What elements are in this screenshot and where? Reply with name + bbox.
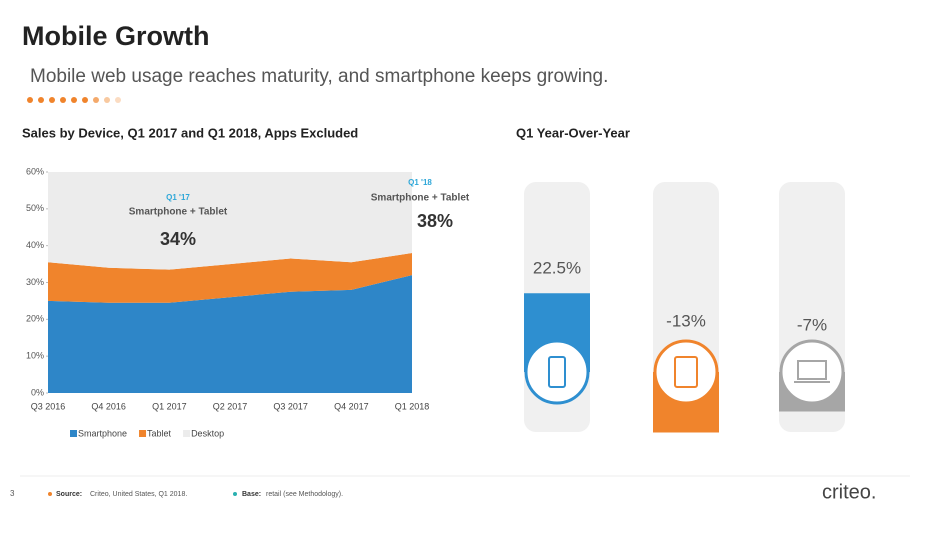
y-tick-label: 40% <box>26 240 44 250</box>
annotation-value: 38% <box>417 211 453 231</box>
legend-swatch <box>139 430 147 437</box>
bullet <box>48 492 52 496</box>
annotation-period: Q1 '18 <box>408 178 432 187</box>
annotation-text: Smartphone + Tablet <box>371 193 470 204</box>
bullet <box>233 492 237 496</box>
value-label: -7% <box>797 315 827 334</box>
x-tick-label: Q4 2016 <box>91 401 126 411</box>
legend-label: Tablet <box>147 428 172 438</box>
chart-title: Sales by Device, Q1 2017 and Q1 2018, Ap… <box>22 125 358 140</box>
icon-ring <box>524 339 590 405</box>
source: Criteo, United States, Q1 2018. <box>90 491 187 498</box>
icon-ring <box>653 339 719 405</box>
base-label: Base: <box>242 491 261 498</box>
x-tick-label: Q4 2017 <box>334 401 369 411</box>
area-smartphone <box>48 275 412 393</box>
page-number: 3 <box>10 489 15 498</box>
slide-subtitle: Mobile web usage reaches maturity, and s… <box>30 66 608 87</box>
icon-ring <box>779 339 845 405</box>
x-tick-label: Q3 2017 <box>273 401 308 411</box>
y-tick-label: 20% <box>26 314 44 324</box>
value-label: -13% <box>666 311 706 330</box>
y-tick-label: 10% <box>26 351 44 361</box>
legend-label: Desktop <box>191 428 224 438</box>
legend-label: Smartphone <box>78 428 127 438</box>
x-tick-label: Q2 2017 <box>213 401 248 411</box>
annotation-text: Smartphone + Tablet <box>129 207 228 218</box>
logo: criteo. <box>822 481 876 503</box>
legend-swatch <box>70 430 77 437</box>
base: retail (see Methodology). <box>266 491 343 498</box>
tablet-icon <box>674 356 698 388</box>
plot-area <box>48 172 412 393</box>
chart-title: Q1 Year-Over-Year <box>516 125 630 140</box>
annotation-value: 34% <box>160 229 196 249</box>
area-tablet <box>48 253 412 303</box>
laptop-icon <box>797 360 827 380</box>
phone-icon <box>548 356 566 388</box>
x-tick-label: Q1 2017 <box>152 401 187 411</box>
legend-swatch <box>183 430 191 437</box>
slide-title: Mobile Growth <box>22 21 209 51</box>
y-tick-label: 50% <box>26 203 44 213</box>
y-tick-label: 60% <box>26 166 44 176</box>
annotation-period: Q1 '17 <box>166 193 190 202</box>
dots <box>27 97 121 103</box>
x-tick-label: Q3 2016 <box>31 401 66 411</box>
area-desktop <box>48 172 412 270</box>
y-tick-label: 0% <box>31 387 44 397</box>
value-label: 22.5% <box>533 259 581 278</box>
y-tick-label: 30% <box>26 277 44 287</box>
source-label: Source: <box>56 491 82 498</box>
x-tick-label: Q1 2018 <box>395 401 430 411</box>
